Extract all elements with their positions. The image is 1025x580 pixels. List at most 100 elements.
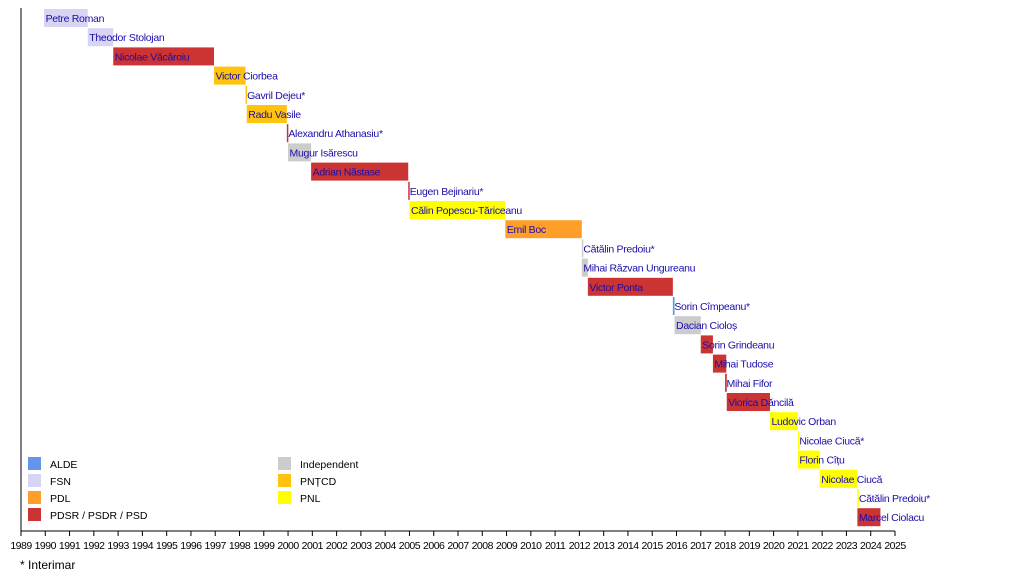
x-tick-label: 2010 xyxy=(520,540,542,552)
term-label[interactable]: Theodor Stolojan xyxy=(89,32,165,44)
term-label[interactable]: Nicolae Văcăroiu xyxy=(115,51,190,63)
x-tick-label: 1995 xyxy=(156,540,178,552)
x-tick-label: 1996 xyxy=(180,540,202,552)
term-bar xyxy=(857,489,859,507)
x-tick-label: 1990 xyxy=(35,540,57,552)
x-tick-label: 2001 xyxy=(302,540,324,552)
legend-swatch xyxy=(28,457,41,470)
term-bar xyxy=(797,450,820,469)
term-bar xyxy=(288,143,312,162)
term-label[interactable]: Radu Vasile xyxy=(248,109,301,121)
term-label[interactable]: Emil Boc xyxy=(507,224,546,236)
term-bar xyxy=(700,335,713,354)
x-tick-label: 2008 xyxy=(472,540,494,552)
legend-swatch xyxy=(278,491,291,504)
term-bar xyxy=(712,354,727,373)
term-label[interactable]: Marcel Ciolacu xyxy=(859,512,925,524)
x-tick-label: 2003 xyxy=(350,540,372,552)
term-bar xyxy=(214,66,246,85)
legend-label: PDSR / PSDR / PSD xyxy=(50,510,148,522)
x-tick-label: 2006 xyxy=(423,540,445,552)
term-bar xyxy=(44,9,88,27)
legend: ALDE FSN PDL PDSR / PSDR / PSD Independent PN… xyxy=(28,457,358,522)
term-label[interactable]: Eugen Bejinariu* xyxy=(410,186,484,198)
term-label[interactable]: Dacian Cioloș xyxy=(676,320,737,332)
term-bar xyxy=(587,277,673,296)
x-tick-label: 2013 xyxy=(593,540,615,552)
term-label[interactable]: Cătălin Predoiu* xyxy=(859,493,931,505)
x-tick-label: 2005 xyxy=(399,540,421,552)
x-tick-label: 1993 xyxy=(107,540,129,552)
term-bar xyxy=(726,393,770,411)
legend-swatch xyxy=(278,457,291,470)
x-tick-label: 2009 xyxy=(496,540,518,552)
term-label[interactable]: Mihai Tudose xyxy=(714,359,774,371)
x-tick-label: 2007 xyxy=(447,540,469,552)
term-label[interactable]: Mugur Isărescu xyxy=(290,147,359,159)
x-tick-label: 2014 xyxy=(617,540,639,552)
term-label[interactable]: Călin Popescu-Tăriceanu xyxy=(411,205,523,217)
term-label[interactable]: Viorica Dăncilă xyxy=(728,397,794,409)
term-bar xyxy=(819,469,858,488)
term-bar xyxy=(672,297,675,315)
x-tick-label: 1989 xyxy=(10,540,32,552)
term-bar xyxy=(725,373,727,392)
legend-label: Independent xyxy=(300,459,358,471)
x-tick-label: 2017 xyxy=(690,540,712,552)
x-tick-label: 2004 xyxy=(374,540,396,552)
term-bar xyxy=(286,124,289,143)
term-label[interactable]: Mihai Fifor xyxy=(727,378,774,390)
term-label[interactable]: Ludovic Orban xyxy=(771,416,836,428)
x-tick-label: 2023 xyxy=(836,540,858,552)
term-label[interactable]: Victor Ponta xyxy=(589,282,643,294)
x-tick-label: 2011 xyxy=(545,540,566,552)
x-axis-ticks: 1989 1990 1991 1992 1993 1994 1995 1996 1997 1998… xyxy=(10,531,907,552)
x-tick-label: 1999 xyxy=(253,540,275,552)
x-tick-label: 1994 xyxy=(132,540,154,552)
term-bar xyxy=(408,181,410,200)
x-tick-label: 1991 xyxy=(59,540,81,552)
term-label[interactable]: Gavril Dejeu* xyxy=(247,90,305,102)
term-bar xyxy=(505,220,582,239)
term-bar xyxy=(245,85,248,104)
labels-layer: Petre Roman Theodor Stolojan Nicolae Văcăr… xyxy=(46,13,931,524)
x-tick-label: 2000 xyxy=(277,540,299,552)
x-tick-label: 2025 xyxy=(884,540,906,552)
x-tick-label: 2012 xyxy=(569,540,591,552)
legend-label: ALDE xyxy=(50,459,77,471)
term-bar xyxy=(409,201,506,219)
x-tick-label: 2015 xyxy=(642,540,664,552)
term-bar xyxy=(87,28,114,47)
term-label[interactable]: Petre Roman xyxy=(46,13,105,25)
term-label[interactable]: Victor Ciorbea xyxy=(216,71,279,83)
term-bar xyxy=(581,258,588,277)
term-label[interactable]: Nicolae Ciucă xyxy=(821,474,883,486)
term-bar xyxy=(581,239,584,258)
term-bar xyxy=(311,162,409,181)
bars-layer xyxy=(44,9,881,527)
term-label[interactable]: Sorin Grindeanu xyxy=(702,339,775,351)
footnote: * Interimar xyxy=(20,558,75,572)
term-label[interactable]: Nicolae Ciucă* xyxy=(799,435,864,447)
x-tick-label: 2019 xyxy=(739,540,761,552)
term-bar xyxy=(769,412,798,431)
term-bar xyxy=(674,316,701,335)
legend-swatch xyxy=(28,508,41,521)
x-tick-label: 2022 xyxy=(811,540,833,552)
x-tick-label: 2016 xyxy=(666,540,688,552)
legend-swatch xyxy=(28,491,41,504)
x-tick-label: 2024 xyxy=(860,540,882,552)
x-tick-label: 1998 xyxy=(229,540,251,552)
term-label[interactable]: Sorin Cîmpeanu* xyxy=(674,301,750,313)
term-label[interactable]: Mihai Răzvan Ungureanu xyxy=(583,263,696,275)
term-label[interactable]: Cătălin Predoiu* xyxy=(583,243,655,255)
x-tick-label: 2002 xyxy=(326,540,348,552)
term-label[interactable]: Adrian Năstase xyxy=(313,167,381,179)
x-tick-label: 1997 xyxy=(205,540,227,552)
term-label[interactable]: Florin Cîțu xyxy=(799,455,845,467)
legend-label: PNȚCD xyxy=(300,476,337,488)
term-label[interactable]: Alexandru Athanasiu* xyxy=(288,128,383,140)
legend-swatch xyxy=(278,474,291,487)
term-bar xyxy=(797,431,800,450)
